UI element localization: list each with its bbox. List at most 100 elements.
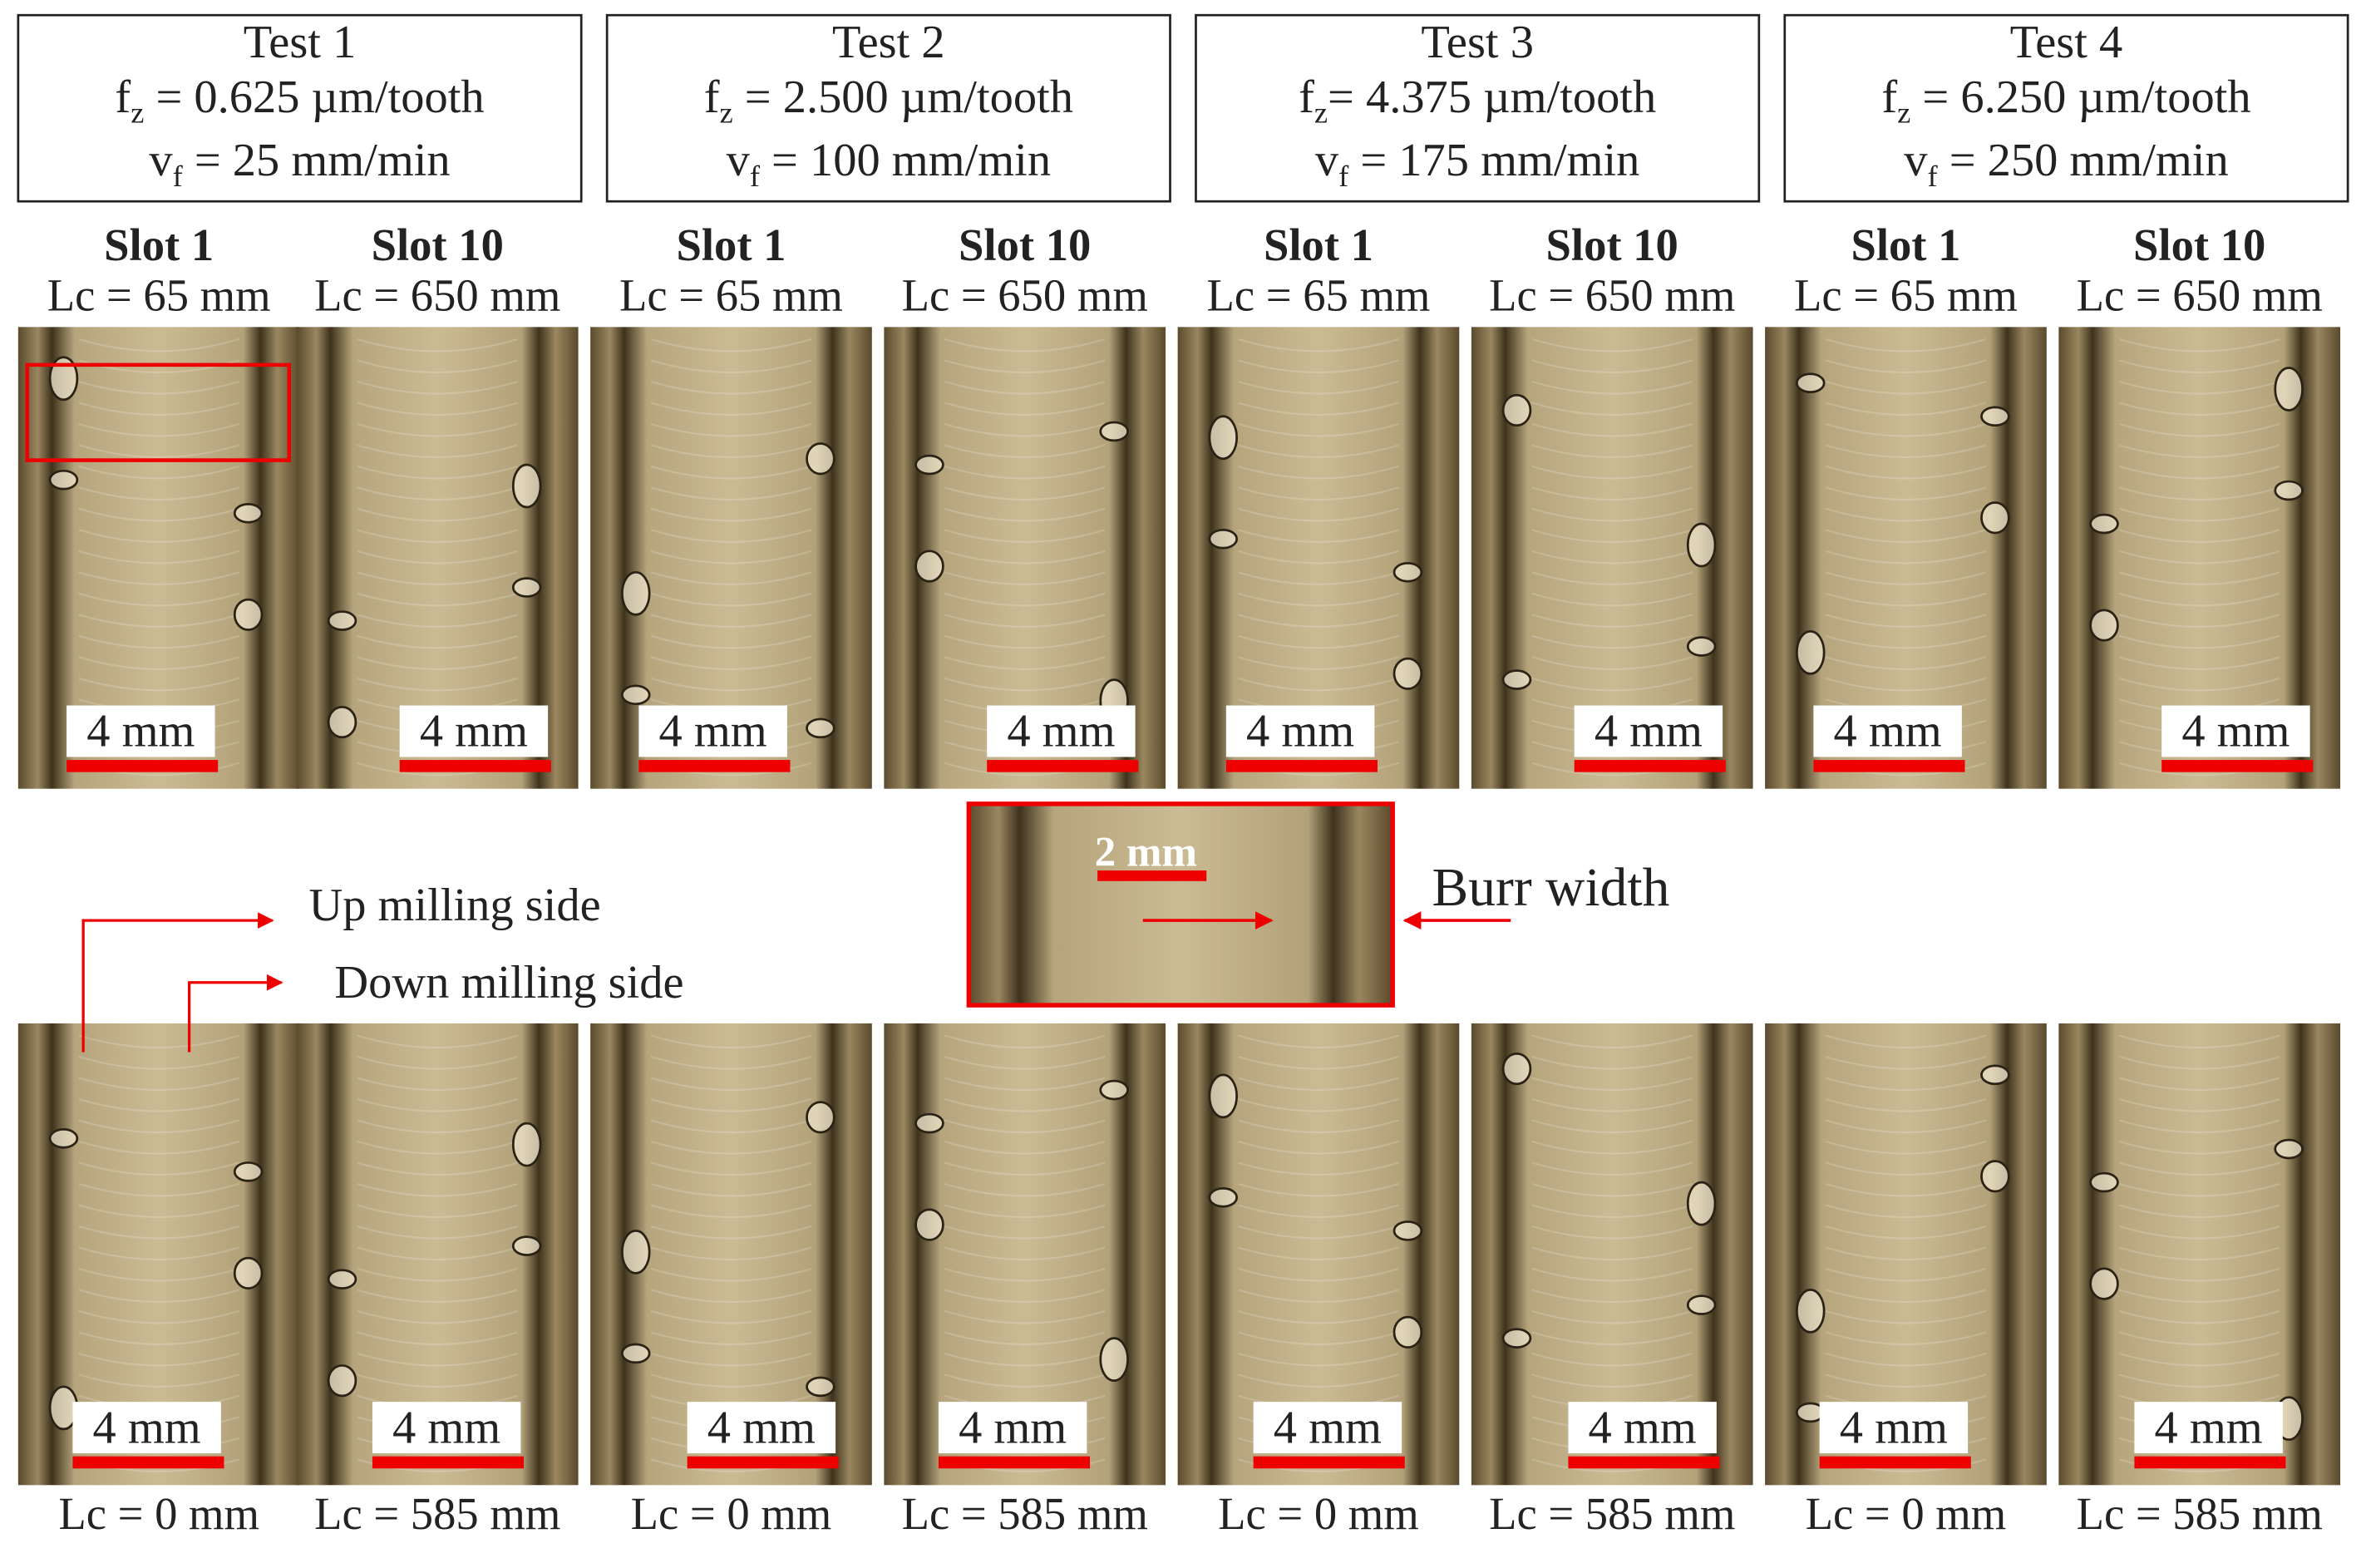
cut-length: Lc = 585 mm [1489, 1488, 1735, 1539]
tool-mark [2118, 529, 2280, 543]
tool-mark [650, 1246, 812, 1261]
tool-mark [1238, 338, 1399, 353]
tool-mark [1238, 1309, 1399, 1324]
tool-mark [1238, 1246, 1399, 1261]
scale-label: 4 mm [1274, 1402, 1382, 1453]
tool-mark [1825, 422, 1987, 437]
cut-length: Lc = 650 mm [2077, 269, 2323, 320]
tool-mark [2118, 677, 2280, 692]
tool-mark [78, 1097, 240, 1112]
scale-bar [1819, 1456, 1971, 1469]
tool-mark [357, 338, 519, 353]
scale-bar [2161, 760, 2314, 772]
scale-bar [1574, 760, 1726, 772]
tool-mark [1531, 1267, 1693, 1282]
tool-mark [944, 1055, 1106, 1070]
tool-mark [2118, 422, 2280, 437]
tool-mark [650, 1182, 812, 1197]
tool-mark [1531, 1161, 1693, 1176]
burr [1099, 1337, 1129, 1383]
scale-bar [1253, 1456, 1405, 1469]
burr [1980, 1160, 2010, 1193]
tool-mark [1238, 1267, 1399, 1282]
symbol: v [149, 135, 173, 186]
burr [1686, 636, 1717, 657]
value: = 175 mm/min [1348, 135, 1639, 186]
tool-mark [78, 1034, 240, 1049]
tool-mark [1531, 1204, 1693, 1219]
tool-mark [2118, 571, 2280, 585]
tool-mark [1238, 614, 1399, 628]
symbol: v [1315, 135, 1339, 186]
tool-mark [944, 380, 1106, 395]
tool-mark [944, 1140, 1106, 1155]
tool-mark [357, 380, 519, 395]
tool-mark [1238, 402, 1399, 416]
tool-mark [357, 1161, 519, 1176]
tool-mark [650, 1309, 812, 1324]
tool-mark [1825, 1309, 1987, 1324]
tool-mark [2118, 1289, 2280, 1303]
tool-mark [1531, 1309, 1693, 1324]
tool-mark [944, 634, 1106, 649]
tool-mark [357, 1373, 519, 1388]
tool-mark [357, 359, 519, 373]
inset-frame [966, 801, 1395, 1008]
burr [1392, 1315, 1423, 1349]
burr [1980, 501, 2010, 535]
tool-mark [1531, 1246, 1693, 1261]
annotation: Down milling side [334, 957, 683, 1008]
tool-mark [357, 1289, 519, 1303]
tool-mark [78, 465, 240, 480]
tool-mark [2118, 1352, 2280, 1367]
symbol: v [727, 135, 751, 186]
scale-label: 4 mm [1246, 706, 1354, 757]
subscript: f [1338, 160, 1349, 193]
tool-mark [1825, 677, 1987, 692]
tool-mark [1825, 1161, 1987, 1176]
tool-mark [1531, 444, 1693, 458]
tool-mark [1531, 402, 1693, 416]
tool-mark [1531, 1182, 1693, 1197]
scale-bar [72, 1456, 224, 1469]
tool-mark [78, 1352, 240, 1367]
annotation: Up milling side [308, 880, 600, 931]
slot-label: Slot 10 [372, 219, 504, 270]
test-title: Test 3 [1421, 17, 1534, 68]
tool-mark [944, 1267, 1106, 1282]
subscript: z [720, 96, 733, 130]
burr [1208, 415, 1239, 461]
tool-mark [2118, 1140, 2280, 1155]
tool-mark [1238, 465, 1399, 480]
feed-per-tooth: fz = 2.500 µm/tooth [704, 71, 1073, 130]
tool-mark [944, 1097, 1106, 1112]
burr [1099, 421, 1129, 442]
tool-mark [357, 422, 519, 437]
tool-mark [944, 1225, 1106, 1240]
tool-mark [650, 1267, 812, 1282]
tool-mark [1531, 465, 1693, 480]
burr [1501, 1052, 1532, 1086]
burr [1501, 393, 1532, 427]
scale-box [1253, 1402, 1402, 1454]
burr [914, 1112, 944, 1134]
scale-bar [1568, 1456, 1720, 1469]
tool-mark [1825, 1077, 1987, 1092]
tool-mark [2118, 1034, 2280, 1049]
subscript: z [131, 96, 144, 130]
feed-rate: vf = 100 mm/min [727, 135, 1051, 193]
scale-label: 4 mm [959, 1402, 1067, 1453]
tool-mark [78, 677, 240, 692]
tool-mark [1825, 634, 1987, 649]
burr [914, 550, 944, 583]
tool-mark [1531, 380, 1693, 395]
tool-mark [78, 1225, 240, 1240]
tool-mark [78, 1161, 240, 1176]
feed-rate: vf = 175 mm/min [1315, 135, 1639, 193]
tool-mark [650, 1225, 812, 1240]
scale-label: 4 mm [1589, 1402, 1697, 1453]
tool-mark [650, 1204, 812, 1219]
feed-per-tooth: fz = 0.625 µm/tooth [115, 71, 484, 130]
tool-mark [944, 1289, 1106, 1303]
tool-mark [2118, 1246, 2280, 1261]
